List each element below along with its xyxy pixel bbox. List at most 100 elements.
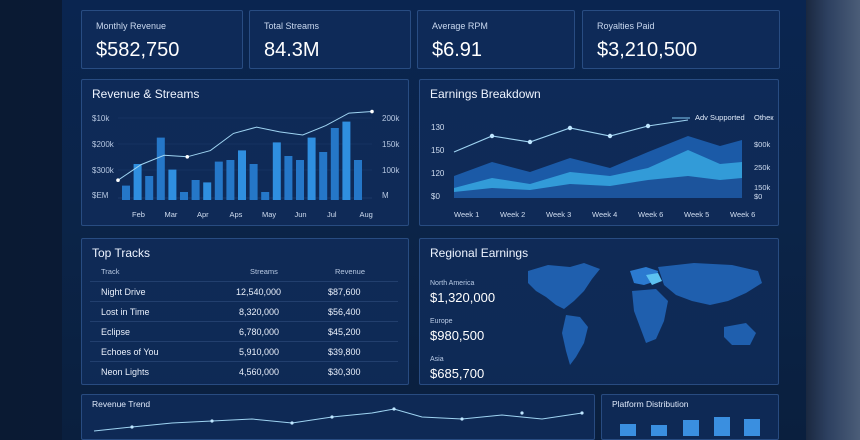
right-tick: M [382, 191, 389, 200]
left-tick: $200k [92, 140, 115, 149]
kpi-label: Monthly Revenue [96, 21, 167, 31]
bar[interactable] [330, 128, 339, 200]
week-label: Week 1 [454, 210, 479, 219]
right-tick: $00k [754, 140, 771, 149]
month-label: May [262, 210, 276, 219]
kpi-card-average-rpm[interactable]: Average RPM $6.91 [417, 10, 575, 69]
trend-point [580, 411, 584, 415]
track-name: Lost in Time [101, 307, 150, 317]
bar[interactable] [191, 180, 200, 200]
table-row[interactable]: Night Drive 12,540,000 $87,600 [90, 281, 398, 301]
trend-point [210, 419, 214, 423]
line-point [607, 133, 613, 139]
bar[interactable] [214, 161, 223, 200]
track-streams: 6,780,000 [239, 327, 280, 337]
platform-distribution-panel[interactable]: Platform Distribution [601, 394, 779, 440]
revenue-streams-panel[interactable]: Revenue & Streams $10k $200k $300k $EM 2… [81, 79, 409, 226]
bar[interactable] [156, 137, 165, 200]
left-tick: 120 [431, 169, 445, 178]
kpi-card-monthly-revenue[interactable]: Monthly Revenue $582,750 [81, 10, 243, 69]
table-row[interactable]: Neon Lights 4,560,000 $30,300 [90, 361, 398, 381]
bar[interactable] [249, 164, 258, 200]
left-tick: $0 [431, 192, 440, 201]
right-tick: 150k [754, 183, 771, 192]
bar[interactable] [261, 192, 270, 200]
kpi-label: Total Streams [264, 21, 320, 31]
panel-title: Revenue Trend [92, 399, 151, 409]
column-header-streams[interactable]: Streams [250, 267, 278, 276]
table-row[interactable]: Lost in Time 8,320,000 $56,400 [90, 301, 398, 321]
trend-point [520, 411, 524, 415]
panel-title: Platform Distribution [612, 399, 689, 409]
bar[interactable] [272, 142, 281, 200]
bar[interactable] [145, 176, 154, 200]
top-tracks-panel[interactable]: Top Tracks Track Streams Revenue Night D… [81, 238, 409, 385]
week-label: Week 2 [500, 210, 525, 219]
track-revenue: $56,400 [328, 307, 361, 317]
bar[interactable] [342, 121, 351, 200]
track-revenue: $39,800 [328, 347, 361, 357]
kpi-value: $6.91 [432, 39, 483, 61]
platform-bar [683, 420, 699, 436]
panel-title: Top Tracks [92, 246, 151, 260]
table-row[interactable]: Eclipse 6,780,000 $45,200 [90, 321, 398, 341]
right-tick: $0 [754, 192, 762, 201]
track-name: Eclipse [101, 327, 131, 337]
track-revenue: $30,300 [328, 367, 361, 377]
week-label: Week 5 [684, 210, 709, 219]
bar[interactable] [203, 182, 212, 200]
bar[interactable] [133, 164, 142, 200]
panel-title: Revenue & Streams [92, 87, 200, 101]
world-map[interactable] [518, 257, 778, 382]
line-point [567, 125, 573, 131]
track-streams: 8,320,000 [239, 307, 280, 317]
column-header-track[interactable]: Track [101, 267, 120, 276]
left-tick: $300k [92, 166, 115, 175]
bar[interactable] [122, 185, 130, 200]
kpi-label: Royalties Paid [597, 21, 655, 31]
column-header-revenue[interactable]: Revenue [335, 267, 366, 276]
trend-line [93, 408, 583, 432]
revenue-trend-panel[interactable]: Revenue Trend [81, 394, 595, 440]
month-label: Jun [295, 210, 307, 219]
kpi-card-royalties-paid[interactable]: Royalties Paid $3,210,500 [582, 10, 780, 69]
bar[interactable] [180, 192, 188, 200]
revenue-streams-chart: $10k $200k $300k $EM 200k 150k 100k M Fe… [92, 109, 400, 219]
trend-point [290, 421, 294, 425]
table-row[interactable]: Echoes of You 5,910,000 $39,800 [90, 341, 398, 361]
bar[interactable] [354, 160, 362, 200]
bar[interactable] [284, 156, 293, 200]
left-tick: 130 [431, 123, 445, 132]
line-point [185, 155, 190, 159]
region-label: Asia [430, 356, 444, 363]
trend-point [130, 425, 134, 429]
map-africa [632, 289, 668, 343]
left-tick: $EM [92, 191, 109, 200]
right-tick: 250k [754, 163, 771, 172]
bar[interactable] [307, 137, 316, 200]
earnings-breakdown-panel[interactable]: Earnings Breakdown Adv Supported Otheк 1… [419, 79, 779, 226]
region-label: North America [430, 280, 475, 287]
month-label: Feb [132, 210, 145, 219]
kpi-card-total-streams[interactable]: Total Streams 84.3M [249, 10, 411, 69]
track-name: Neon Lights [101, 367, 150, 377]
bar[interactable] [226, 160, 235, 200]
legend-label: Adv Supported [695, 113, 745, 122]
bar[interactable] [296, 160, 304, 200]
platform-bar [744, 419, 760, 436]
left-tick: 150 [431, 146, 445, 155]
regional-earnings-panel[interactable]: Regional Earnings North America $1,320,0… [419, 238, 779, 385]
platform-bar [714, 417, 730, 436]
bar[interactable] [238, 150, 246, 200]
map-asia [658, 263, 762, 305]
monitor-bezel [806, 0, 860, 440]
bar[interactable] [168, 169, 177, 200]
track-streams: 4,560,000 [239, 367, 280, 377]
revenue-trend-chart [93, 407, 584, 432]
region-value: $685,700 [430, 366, 485, 381]
month-label: Aug [360, 210, 373, 219]
map-australia [724, 323, 756, 345]
track-name: Echoes of You [101, 347, 159, 357]
platform-bar [651, 425, 667, 436]
bar[interactable] [319, 152, 328, 200]
